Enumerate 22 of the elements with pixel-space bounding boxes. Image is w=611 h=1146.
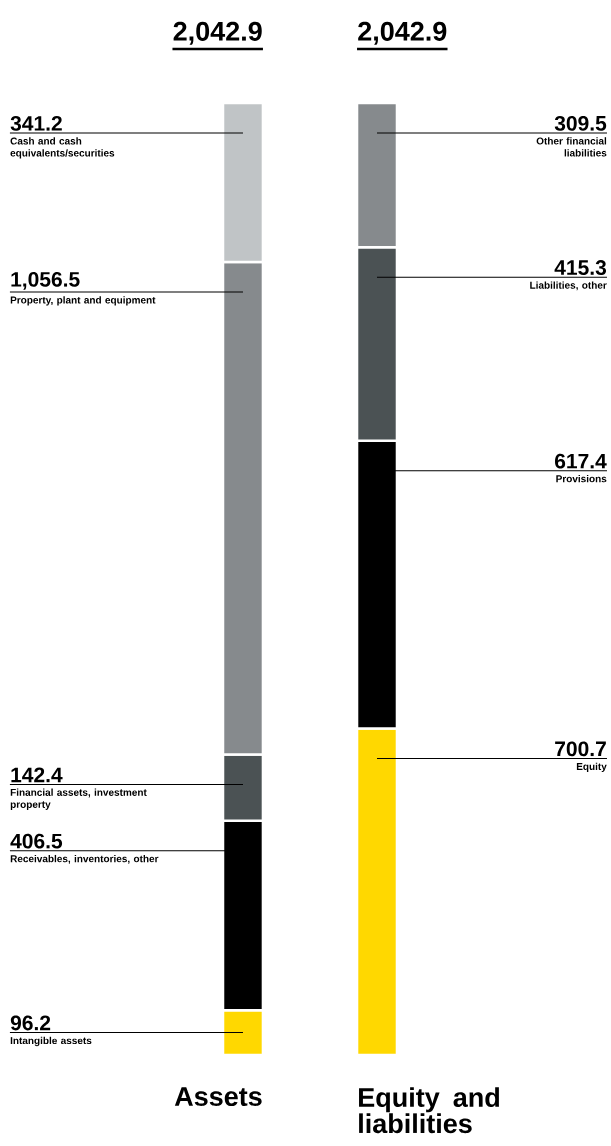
data-label: 309.5 [554,115,607,131]
x-tick-label: Assets [174,1087,262,1107]
text: Financial assets, investment property [10,788,147,810]
text: Receivables, inventories, other [10,854,159,864]
data-label: 96.2 [10,1015,51,1031]
x-tick-label: Equity and liabilities [359,1087,499,1134]
data-label: 1,056.5 [11,271,80,290]
data-label: 341.2 [10,115,62,131]
text: Provisions [556,474,607,483]
text: Intangible assets [10,1036,92,1047]
text: Equity [576,762,607,772]
data-label: 700.7 [555,741,606,757]
text: Property, plant and equipment [10,296,156,306]
text: Cash and cash equivalents/securities [10,137,115,159]
text: Liabilities, other [530,281,607,291]
data-label: 406.5 [10,833,63,849]
data-label: 617.4 [555,453,607,469]
data-label: 142.4 [11,767,63,783]
text: Other financial liabilities [536,137,607,157]
total-label: 2,042.9 [173,21,262,45]
data-label: 415.3 [554,260,607,276]
total-label: 2,042.9 [358,21,447,45]
